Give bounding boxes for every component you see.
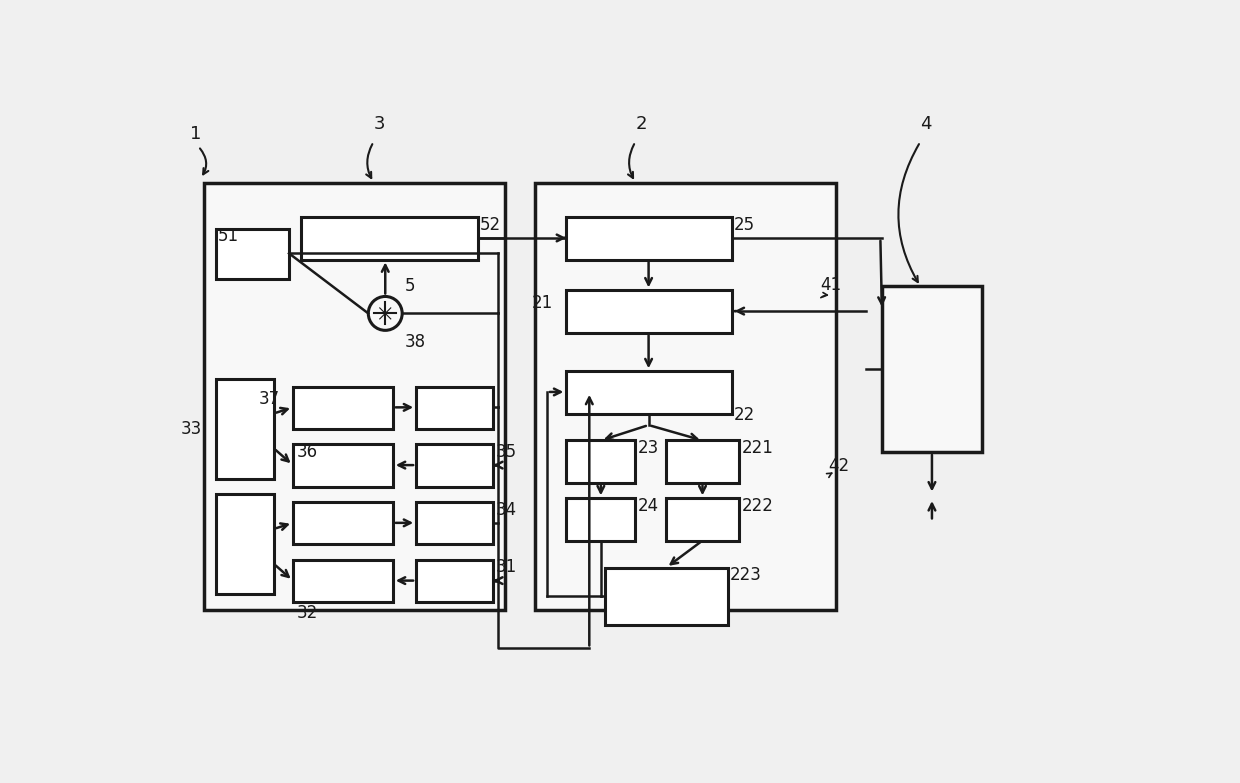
Text: 22: 22: [734, 406, 755, 424]
Bar: [216, 229, 289, 279]
Bar: [567, 217, 732, 259]
Bar: [293, 444, 393, 487]
Bar: [417, 502, 494, 544]
Bar: [666, 441, 739, 483]
Text: 4: 4: [920, 114, 932, 132]
Bar: [536, 182, 836, 610]
Bar: [300, 217, 477, 259]
Text: 1: 1: [191, 124, 202, 143]
Bar: [205, 182, 505, 610]
Bar: [417, 560, 494, 602]
Text: 42: 42: [828, 457, 849, 475]
Text: 222: 222: [742, 496, 774, 514]
Text: 2: 2: [635, 114, 647, 132]
Text: 34: 34: [495, 500, 517, 518]
Bar: [293, 387, 393, 429]
Text: 32: 32: [296, 604, 317, 622]
Bar: [567, 371, 732, 413]
Text: 24: 24: [637, 496, 658, 514]
Text: 38: 38: [404, 333, 425, 351]
Text: 41: 41: [821, 276, 842, 294]
Text: 33: 33: [181, 420, 202, 438]
Bar: [882, 287, 982, 452]
Text: 3: 3: [373, 114, 386, 132]
Text: 31: 31: [495, 558, 517, 576]
Text: 23: 23: [637, 439, 660, 457]
Bar: [567, 441, 635, 483]
Text: 35: 35: [495, 442, 517, 460]
Text: 5: 5: [404, 277, 415, 295]
Text: 21: 21: [532, 294, 553, 312]
Text: 36: 36: [296, 442, 317, 460]
Bar: [216, 494, 274, 594]
Bar: [417, 387, 494, 429]
Bar: [293, 502, 393, 544]
Bar: [567, 290, 732, 333]
Text: 52: 52: [480, 215, 501, 233]
Bar: [567, 498, 635, 540]
Text: 25: 25: [734, 215, 755, 233]
Text: 221: 221: [742, 439, 774, 457]
Text: 37: 37: [258, 391, 279, 409]
Bar: [666, 498, 739, 540]
Text: 223: 223: [730, 566, 763, 584]
Bar: [417, 444, 494, 487]
Bar: [216, 379, 274, 479]
Bar: [293, 560, 393, 602]
Text: 51: 51: [217, 227, 238, 245]
Bar: [605, 568, 728, 626]
